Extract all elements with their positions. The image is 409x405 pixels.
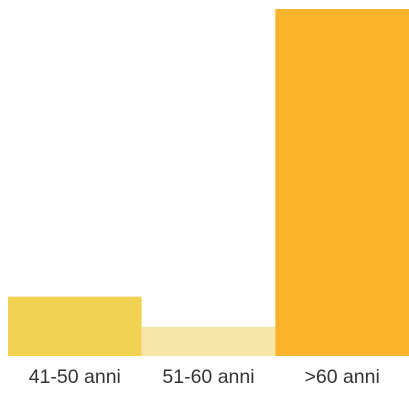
bar-2 — [141, 326, 276, 356]
bars-group — [8, 9, 409, 356]
bar-3 — [275, 9, 409, 356]
bar-1 — [8, 296, 142, 356]
x-tick-label: 41-50 anni — [29, 366, 121, 388]
x-tick-label: 51-60 anni — [162, 366, 254, 388]
x-tick-label: >60 anni — [304, 366, 379, 388]
tick-labels-group: 41-50 anni 51-60 anni >60 anni — [29, 366, 380, 388]
